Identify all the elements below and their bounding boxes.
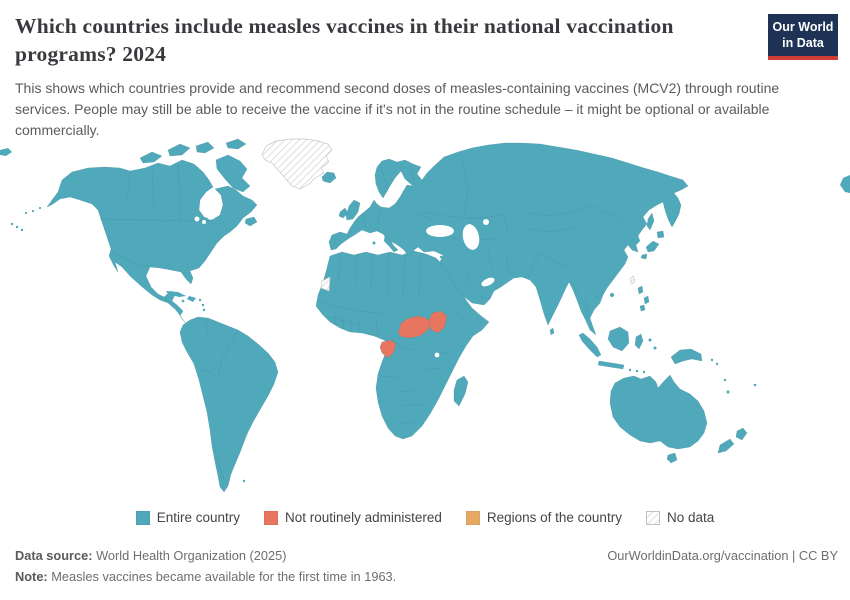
region-new-zealand[interactable] <box>717 427 748 454</box>
note-line: Note: Measles vaccines became available … <box>15 566 396 587</box>
region-iceland[interactable] <box>321 171 337 184</box>
owid-logo-line2: in Data <box>782 35 824 50</box>
region-tasmania[interactable] <box>666 452 678 464</box>
region-sri-lanka[interactable] <box>549 327 555 336</box>
region-south-america[interactable] <box>179 316 279 493</box>
owid-logo[interactable]: Our World in Data <box>768 14 838 61</box>
region-madagascar[interactable] <box>453 375 469 407</box>
region-gabon[interactable] <box>379 339 397 359</box>
data-source-value: World Health Organization (2025) <box>92 548 287 563</box>
owid-url-link[interactable]: OurWorldinData.org/vaccination | CC BY <box>607 548 838 563</box>
great-lakes <box>194 216 200 222</box>
region-new-guinea[interactable] <box>670 348 703 365</box>
legend-item-not-routinely-administered[interactable]: Not routinely administered <box>264 510 442 525</box>
data-source-label: Data source: <box>15 548 93 563</box>
legend-label: Not routinely administered <box>285 510 442 525</box>
region-arctic-islands[interactable] <box>139 138 258 227</box>
data-source-line: Data source: World Health Organization (… <box>15 545 396 566</box>
region-sakhalin[interactable] <box>646 212 655 231</box>
legend-label: No data <box>666 510 715 525</box>
aral-sea <box>483 219 489 225</box>
legend-swatch-regions-of-country <box>465 510 480 525</box>
note-label: Note: <box>15 569 48 585</box>
region-taiwan-no-data[interactable] <box>629 275 636 285</box>
region-japan[interactable] <box>640 230 665 260</box>
caspian-sea <box>462 224 480 250</box>
region-caribbean[interactable] <box>166 291 196 302</box>
footer-right: OurWorldinData.org/vaccination | CC BY <box>607 545 838 566</box>
region-indonesia[interactable] <box>578 326 644 370</box>
chart-footer: Data source: World Health Organization (… <box>15 545 838 587</box>
legend-item-entire-country[interactable]: Entire country <box>135 510 241 525</box>
region-philippines[interactable] <box>637 285 650 312</box>
chart-subtitle: This shows which countries provide and r… <box>15 79 780 138</box>
legend-label: Regions of the country <box>486 510 622 525</box>
black-sea <box>426 225 454 237</box>
region-greenland-no-data[interactable] <box>261 138 333 190</box>
legend-item-no-data[interactable]: No data <box>645 510 715 525</box>
chart-title: Which countries include measles vaccines… <box>15 14 674 66</box>
legend-label: Entire country <box>156 510 241 525</box>
lake-victoria <box>434 352 440 358</box>
region-australia[interactable] <box>609 374 708 450</box>
chart-header: Which countries include measles vaccines… <box>15 13 827 141</box>
region-north-america[interactable] <box>46 159 258 326</box>
legend-item-regions-of-country[interactable]: Regions of the country <box>465 510 622 525</box>
region-south-sudan[interactable] <box>427 310 448 334</box>
legend-swatch-entire-country <box>135 510 150 525</box>
region-africa[interactable] <box>315 250 490 440</box>
map-legend: Entire country Not routinely administere… <box>0 510 850 525</box>
persian-gulf <box>481 277 495 287</box>
region-eurasia[interactable] <box>328 142 689 336</box>
region-italy[interactable] <box>383 235 399 253</box>
owid-logo-line1: Our World <box>772 20 834 34</box>
note-value: Measles vaccines became available for th… <box>47 569 397 585</box>
legend-swatch-no-data <box>645 510 660 525</box>
legend-swatch-not-routinely-administered <box>264 510 279 525</box>
region-united-kingdom[interactable] <box>345 199 361 221</box>
footer-left: Data source: World Health Organization (… <box>15 545 396 587</box>
region-ireland[interactable] <box>338 207 349 219</box>
region-western-sahara-no-data[interactable] <box>320 276 331 292</box>
